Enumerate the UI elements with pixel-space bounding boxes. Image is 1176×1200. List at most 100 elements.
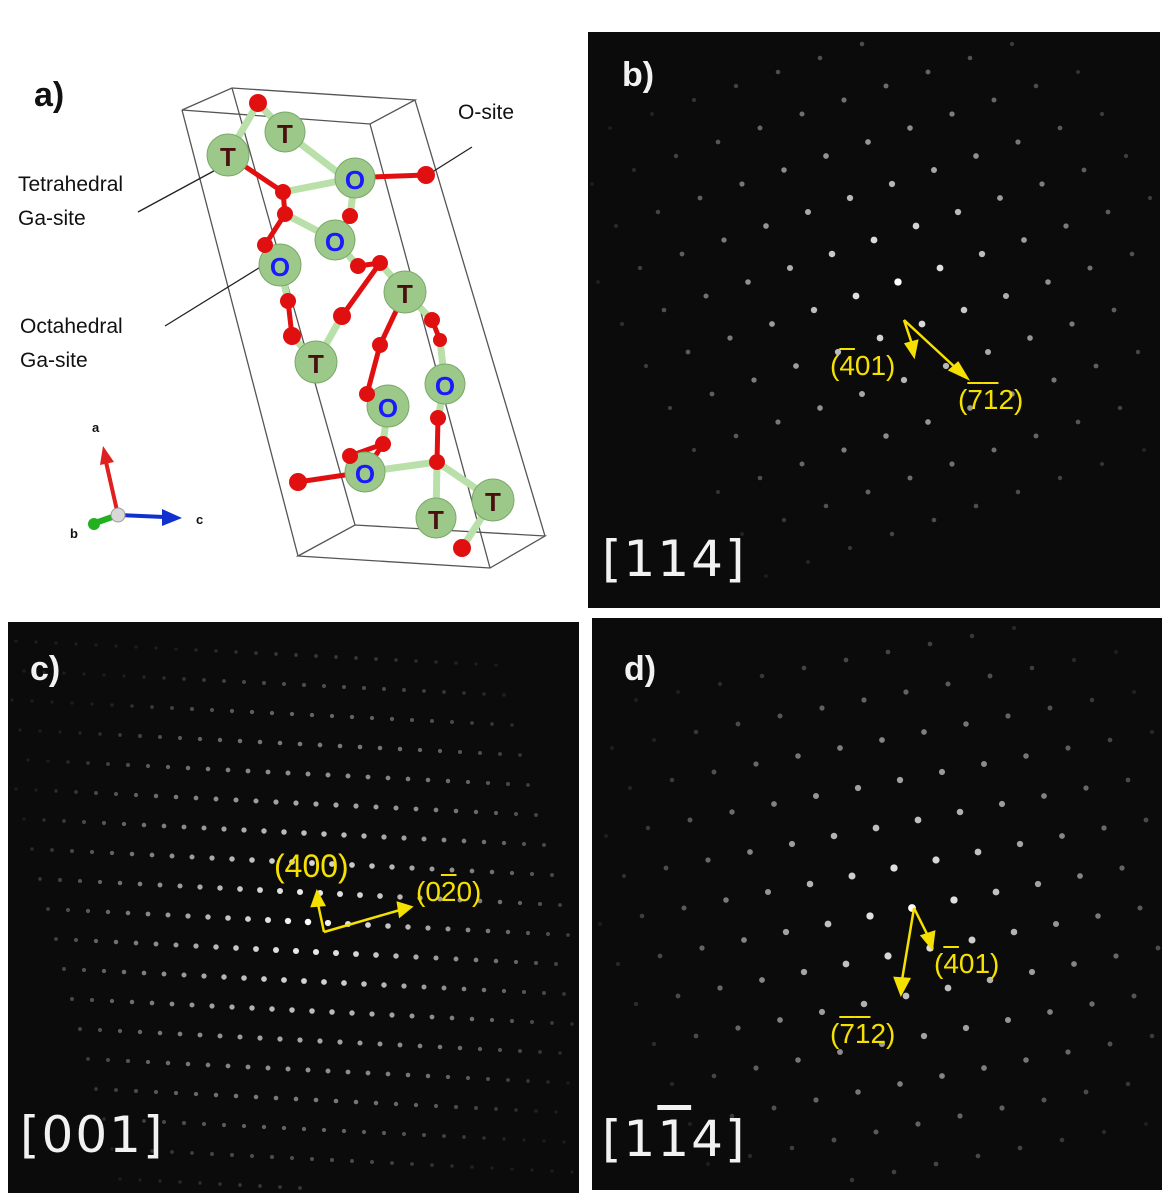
diffraction-spot <box>1009 391 1015 397</box>
diffraction-spot <box>465 779 471 785</box>
diffraction-spot <box>441 837 447 843</box>
diffraction-spot <box>301 1126 307 1132</box>
index-b-712: (712) <box>958 384 1023 416</box>
diffraction-spot <box>253 798 259 804</box>
diffraction-spot <box>925 69 931 75</box>
diffraction-spot <box>201 973 207 979</box>
diffraction-spot <box>130 704 134 708</box>
diffraction-spot <box>202 678 206 682</box>
diffraction-spot <box>927 641 933 647</box>
diffraction-spot <box>281 977 287 983</box>
octa-leader <box>164 257 276 327</box>
index-part: 2) <box>870 1018 896 1049</box>
diffraction-spot <box>30 699 34 703</box>
diffraction-spot <box>221 1122 227 1128</box>
diffraction-spot <box>50 700 54 704</box>
diffraction-spot <box>121 821 127 827</box>
diffraction-spot <box>361 1129 367 1135</box>
diffraction-spot <box>453 808 459 814</box>
diffraction-spot <box>22 817 26 821</box>
diffraction-spot <box>102 673 106 677</box>
diffraction-spot <box>154 646 158 650</box>
diffraction-spot <box>341 980 347 986</box>
diffraction-spot <box>510 1167 514 1171</box>
diffraction-spot <box>1131 993 1137 999</box>
diffraction-spot <box>554 962 558 966</box>
diffraction-spot <box>381 834 387 840</box>
ga-atom <box>294 340 338 384</box>
diffraction-spot <box>739 181 745 187</box>
diffraction-spot <box>397 746 403 752</box>
diffraction-spot <box>369 1011 375 1017</box>
diffraction-spot <box>110 703 114 707</box>
diffraction-spot <box>425 777 431 783</box>
diffraction-spot <box>883 83 889 89</box>
diffraction-spot <box>225 1063 231 1069</box>
diffraction-spot <box>454 661 458 665</box>
diffraction-spot <box>942 362 950 370</box>
diffraction-spot <box>158 1179 162 1183</box>
diffraction-spot <box>185 1061 191 1067</box>
diffraction-spot <box>854 784 862 792</box>
diffraction-spot <box>506 782 510 786</box>
diffraction-spot <box>265 1065 271 1071</box>
diffraction-spot <box>502 693 506 697</box>
diffraction-spot <box>46 759 50 763</box>
diffraction-spot <box>434 660 438 664</box>
diffraction-spot <box>753 1065 759 1071</box>
diffraction-spot <box>608 126 612 130</box>
diffraction-spot <box>493 810 499 816</box>
diffraction-spot <box>157 734 163 740</box>
diffraction-spot <box>912 222 920 230</box>
diffraction-spot <box>273 947 279 953</box>
diffraction-spot <box>733 83 739 89</box>
diffraction-spot <box>1077 873 1083 879</box>
diffraction-spot <box>190 707 194 711</box>
diffraction-spot <box>764 574 768 578</box>
o-atom <box>257 237 273 253</box>
diffraction-spot <box>675 993 681 999</box>
diffraction-spot <box>405 776 411 782</box>
diffraction-spot <box>138 1178 142 1182</box>
diffraction-spot <box>619 321 625 327</box>
diffraction-spot <box>82 672 86 676</box>
diffraction-spot <box>304 918 312 926</box>
o-atom <box>350 258 366 274</box>
diffraction-spot <box>938 768 946 776</box>
diffraction-spot <box>93 938 99 944</box>
diffraction-spot <box>401 983 407 989</box>
o-atom <box>424 312 440 328</box>
diffraction-spot <box>865 139 871 145</box>
diffraction-spot <box>841 97 847 103</box>
diffraction-spot <box>269 710 275 716</box>
index-b-401: (401) <box>830 350 895 382</box>
diffraction-spot <box>1041 793 1047 799</box>
diffraction-spot <box>281 829 287 835</box>
diffraction-spot <box>269 1006 275 1012</box>
diffraction-spot <box>197 884 203 890</box>
diffraction-spot <box>273 1095 279 1101</box>
diffraction-spot <box>457 897 463 903</box>
diffraction-spot <box>309 1008 315 1014</box>
diffraction-spot <box>332 949 340 957</box>
diffraction-spot <box>161 971 167 977</box>
diffraction-spot <box>282 682 286 686</box>
diffraction-spot <box>78 1027 82 1031</box>
diffraction-spot <box>337 891 343 897</box>
diffraction-spot <box>293 800 299 806</box>
diffraction-spot <box>257 1035 263 1041</box>
diffraction-spot <box>872 824 880 832</box>
diffraction-spot <box>189 1002 195 1008</box>
diffraction-spot <box>817 405 823 411</box>
diffraction-spot <box>449 1015 455 1021</box>
diffraction-spot <box>365 1070 371 1076</box>
diffraction-spot <box>1135 349 1141 355</box>
diffraction-spot <box>457 1045 463 1051</box>
diffraction-spot <box>133 792 139 798</box>
diffraction-spot <box>494 1107 498 1111</box>
diffraction-spot <box>513 959 519 965</box>
diffraction-spot <box>377 893 383 899</box>
diffraction-spot <box>193 943 199 949</box>
diffraction-spot <box>261 976 267 982</box>
diffraction-spot <box>740 532 744 536</box>
